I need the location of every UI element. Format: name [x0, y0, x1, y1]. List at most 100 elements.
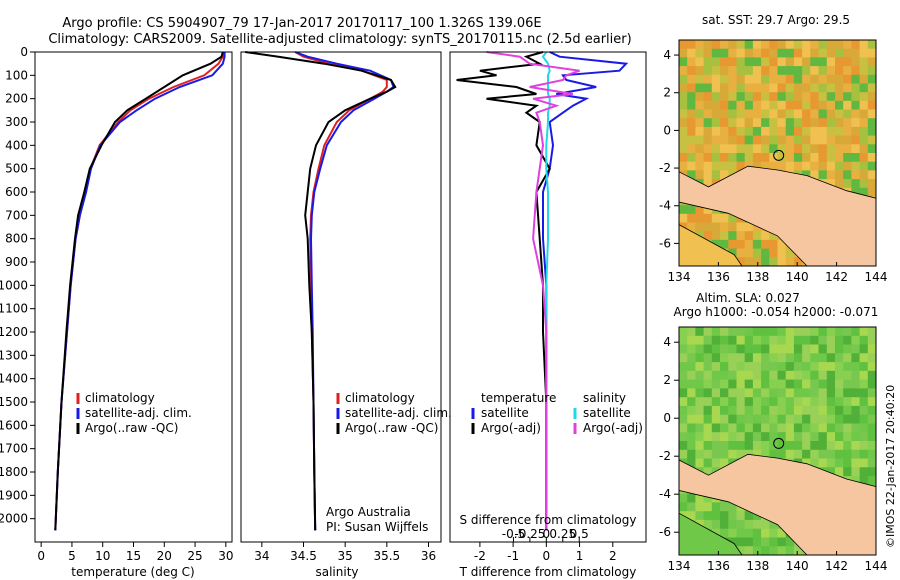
map-cell	[859, 135, 869, 145]
map-cell	[785, 144, 795, 154]
map-cell	[744, 344, 754, 354]
map-cell	[777, 388, 787, 398]
map-cell	[777, 135, 787, 145]
map-cell	[744, 48, 754, 58]
map-cell	[728, 511, 737, 521]
map-cell	[835, 458, 844, 468]
temperature-tick-label: 15	[126, 549, 141, 563]
map-cell	[711, 335, 721, 346]
map-cell	[818, 92, 828, 102]
map-cell	[793, 144, 803, 154]
map-cell	[851, 161, 861, 171]
map-cell	[744, 441, 754, 451]
difference-top-tick-label: -0.5	[502, 527, 525, 541]
map-cell	[761, 344, 770, 354]
map-cell	[867, 379, 877, 389]
map-cell	[728, 397, 737, 407]
map-cell	[859, 83, 869, 93]
map-cell	[720, 213, 729, 223]
map-cell	[769, 519, 778, 530]
depth-tick-label: 1400	[0, 372, 28, 386]
map-cell	[679, 66, 688, 76]
map-cell	[810, 170, 819, 180]
map-cell	[802, 40, 811, 50]
map-cell	[703, 405, 713, 416]
map-cell	[687, 432, 696, 442]
difference-top-tick-label: 0.25	[549, 527, 576, 541]
map-cell	[687, 135, 696, 145]
map-cell	[785, 57, 795, 67]
map-cell	[826, 135, 836, 145]
map-cell	[703, 458, 713, 468]
map-cell	[835, 441, 844, 451]
map-cell	[703, 502, 713, 512]
map-cell	[728, 414, 737, 424]
map-cell	[728, 153, 737, 163]
map-cell	[703, 40, 713, 50]
map-cell	[769, 405, 778, 416]
map-cell	[728, 423, 737, 433]
map-cell	[802, 388, 811, 398]
salinity-tick-label: 34.5	[290, 549, 317, 563]
map-cell	[818, 379, 828, 389]
map-cell	[695, 370, 705, 381]
map-cell	[736, 100, 746, 110]
map-cell	[679, 135, 688, 145]
map-cell	[835, 423, 844, 433]
map-cell	[687, 449, 696, 460]
map-cell	[785, 414, 795, 424]
map-cell	[695, 423, 705, 433]
map-cell	[851, 170, 861, 180]
temperature-panel: 0100200300400500600700800900100011001200…	[0, 45, 233, 579]
map-cell	[720, 441, 729, 451]
map-cell	[851, 327, 861, 337]
map-cell	[736, 528, 746, 538]
difference-bottom-axis: -2 -1 0 1 2	[474, 542, 617, 563]
map-cell	[851, 100, 861, 110]
map-cell	[711, 379, 721, 389]
map-cell	[810, 48, 819, 58]
map-cell	[728, 239, 737, 250]
map-cell	[703, 231, 713, 241]
map-cell	[687, 370, 696, 381]
map-cell	[826, 118, 836, 128]
map-cell	[835, 135, 844, 145]
map-cell	[769, 231, 778, 241]
map-cell	[826, 388, 836, 398]
map-cell	[703, 519, 713, 530]
map-cell	[703, 511, 713, 521]
map-cell	[761, 353, 770, 363]
map-cell	[802, 432, 811, 442]
map-cell	[736, 126, 746, 137]
map-cell	[720, 388, 729, 398]
map-cell	[843, 48, 852, 58]
temperature-tick-label: 5	[68, 549, 76, 563]
map-x-tick-label: 134	[668, 559, 691, 573]
map-cell	[859, 57, 869, 67]
map-cell	[744, 135, 754, 145]
map-cell	[793, 135, 803, 145]
map-cell	[736, 109, 746, 119]
map-cell	[777, 362, 787, 372]
map-cell	[859, 153, 869, 163]
map-cell	[679, 502, 688, 512]
salinity-annotation-line1: Argo Australia	[326, 505, 411, 519]
map-cell	[810, 423, 819, 433]
map-cell	[810, 458, 819, 468]
map-cell	[711, 458, 721, 468]
map-cell	[802, 441, 811, 451]
map-cell	[744, 537, 754, 547]
map-cell	[785, 92, 795, 102]
map-cell	[752, 83, 762, 93]
map-y-tick-label: 4	[663, 335, 671, 349]
map-cell	[703, 92, 713, 102]
map-cell	[736, 370, 746, 381]
map-cell	[785, 257, 795, 267]
map-cell	[835, 118, 844, 128]
map-cell	[777, 48, 787, 58]
map-cell	[761, 537, 770, 547]
map-cell	[728, 83, 737, 93]
map-cell	[736, 423, 746, 433]
map-cell	[851, 118, 861, 128]
map-cell	[761, 109, 770, 119]
